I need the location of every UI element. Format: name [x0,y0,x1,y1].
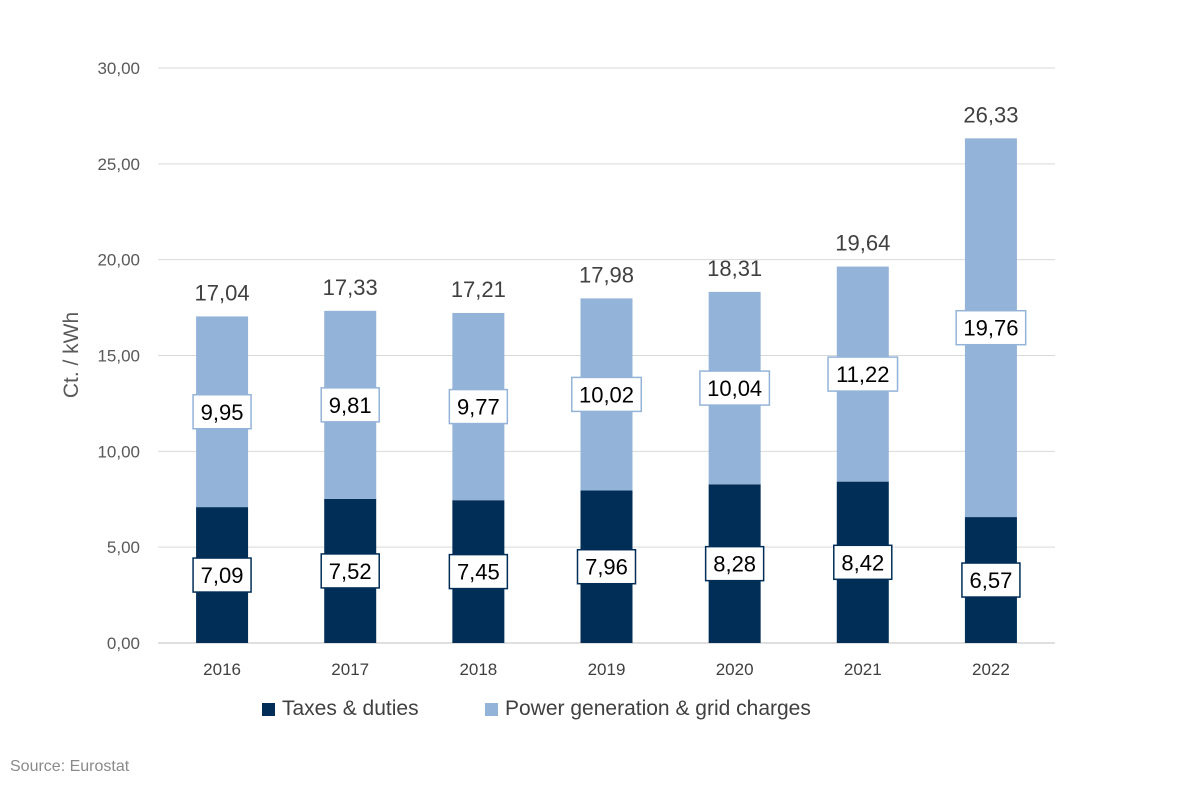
data-label: 9,95 [201,400,244,425]
data-label-box [704,545,765,582]
data-label: 10,02 [579,382,634,407]
data-label: 11,22 [836,362,889,387]
data-label-box [320,553,380,589]
y-axis-title: Ct. / kWh [60,312,83,398]
total-label: 18,31 [707,256,762,281]
data-label-box [192,557,252,593]
data-label-box [833,544,893,581]
data-label: 9,77 [457,395,500,420]
x-tick-label: 2020 [716,660,754,679]
total-label: 19,64 [835,231,890,256]
data-labels: 7,09 9,95 17,04 7,52 9,81 17,33 7,45 9,77 17,21 7… [192,102,1027,598]
x-tick-label: 2022 [972,660,1010,679]
data-label: 7,45 [457,560,500,585]
y-tick-label: 5,00 [107,538,140,557]
data-label: 7,09 [201,563,244,588]
x-tick-label: 2021 [844,660,882,679]
y-tick-label: 10,00 [97,442,140,461]
data-label: 19,76 [963,316,1018,341]
data-label-box [448,388,509,425]
x-tick-label: 2016 [203,660,241,679]
data-label: 8,28 [713,552,756,577]
data-label-box [699,370,771,406]
legend-label: Taxes & duties [282,697,419,720]
data-label: 7,96 [585,555,628,580]
legend-swatch-generation [485,703,498,716]
data-label-box [961,562,1021,598]
data-label-box [955,309,1027,346]
total-label: 26,33 [963,102,1018,127]
total-label: 17,33 [323,275,378,300]
data-label: 7,52 [329,559,372,584]
data-label: 9,81 [329,393,372,418]
y-tick-label: 20,00 [97,251,140,270]
total-label: 17,21 [451,277,506,302]
x-tick-label: 2018 [459,660,497,679]
data-label-box [192,394,252,430]
data-label: 10,04 [707,376,762,401]
x-axis: 2016 2017 2018 2019 2020 2021 2022 [203,660,1010,679]
legend: Taxes & duties Power generation & grid ch… [262,697,811,720]
legend-swatch-taxes [262,703,275,716]
data-label-box [571,376,642,413]
y-tick-label: 30,00 [97,59,140,78]
x-tick-label: 2017 [331,660,369,679]
data-label-box [827,356,899,392]
legend-label: Power generation & grid charges [505,697,811,720]
y-tick-label: 25,00 [97,155,140,174]
y-tick-label: 0,00 [107,634,140,653]
total-label: 17,98 [579,262,634,287]
data-label: 6,57 [970,568,1013,593]
source-note: Source: Eurostat [10,758,130,775]
x-tick-label: 2019 [588,660,626,679]
data-label-box [448,553,509,590]
data-label-box [320,387,380,423]
data-label: 8,42 [841,550,884,575]
data-label-box [576,548,637,585]
y-tick-label: 15,00 [97,347,140,366]
y-axis: 0,00 5,00 10,00 15,00 20,00 25,00 30,00 Ct. / k… [60,59,140,653]
total-label: 17,04 [195,280,250,305]
